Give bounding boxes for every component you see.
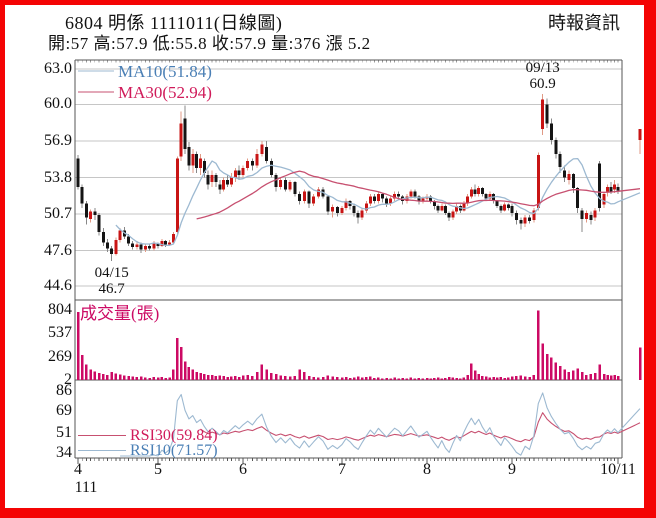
annotation-line: 60.9 [529, 75, 556, 92]
volume-axis-label: 2 [64, 370, 72, 388]
x-axis-label: 9 [508, 461, 516, 478]
frame-border-bottom [0, 508, 656, 518]
rsi-axis-label: 86 [56, 382, 72, 399]
ma30-legend: MA30(52.94) [118, 83, 212, 102]
rsi-axis-label: 34 [56, 444, 72, 461]
x-axis-label: 4 [74, 461, 82, 478]
volume-axis-label: 804 [48, 301, 72, 318]
ma10-legend: MA10(51.84) [118, 62, 212, 81]
x-axis-label: 10/11 [600, 461, 636, 478]
rsi10-legend: RSI10(71.57) [130, 442, 218, 459]
rsi-axis-label: 51 [56, 423, 72, 441]
price-axis-label: 60.0 [44, 95, 72, 113]
chart-title: 6804 明係 1111011(日線圖) [65, 13, 283, 33]
annotation-line: 09/13 [525, 59, 560, 76]
x-axis-label: 7 [338, 461, 346, 478]
volume-axis-label: 537 [48, 324, 72, 342]
x-axis-label: 8 [423, 461, 431, 478]
rsi-axis-label: 69 [56, 402, 72, 420]
x-axis-label: 5 [154, 461, 162, 478]
x-axis-label: 6 [239, 461, 247, 478]
frame-border-top [0, 0, 656, 5]
price-axis-label: 56.9 [44, 131, 72, 149]
annotation-line: 46.7 [98, 281, 125, 298]
price-axis-label: 50.7 [44, 205, 72, 223]
rsi30-legend: RSI30(59.84) [130, 427, 218, 444]
annotation-line: 04/15 [94, 265, 129, 282]
price-axis-label: 44.6 [44, 277, 72, 294]
frame-border-left [0, 0, 5, 518]
price-axis-label: 53.8 [44, 168, 72, 186]
price-axis-label: 63.0 [44, 60, 72, 77]
volume-axis-label: 269 [48, 347, 72, 365]
source-label: 時報資訊 [548, 13, 620, 33]
frame-border-right [644, 0, 656, 518]
year-label: 111 [74, 479, 98, 496]
volume-legend: 成交量(張) [80, 304, 160, 323]
quote-line: 開:57 高:57.9 低:55.8 收:57.9 量:376 漲 5.2 [48, 34, 371, 53]
price-axis-label: 47.6 [44, 241, 72, 259]
